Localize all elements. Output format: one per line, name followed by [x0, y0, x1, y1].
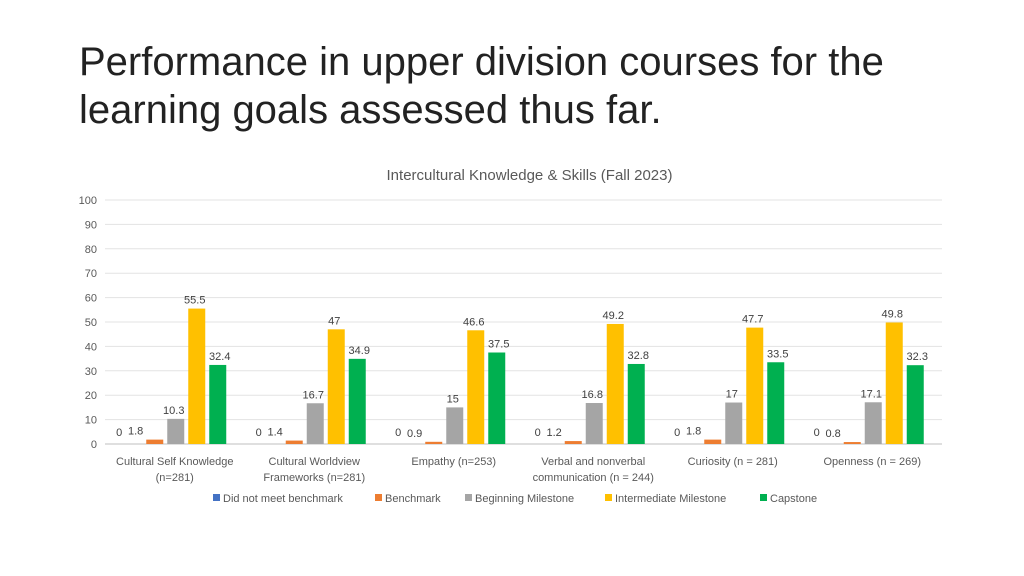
x-tick-label: (n=281)	[156, 472, 194, 484]
data-label: 32.4	[209, 351, 230, 363]
data-label: 47	[328, 315, 340, 327]
legend-entry: Did not meet benchmark	[223, 493, 343, 505]
legend-entry: Intermediate Milestone	[615, 493, 726, 505]
data-label: 17.1	[861, 388, 882, 400]
y-tick-label: 40	[85, 341, 97, 353]
data-label: 37.5	[488, 339, 509, 351]
bar	[885, 322, 903, 444]
bar	[767, 362, 785, 444]
bar	[606, 323, 624, 444]
bar	[167, 418, 185, 444]
y-tick-label: 20	[85, 390, 97, 402]
x-tick-label: Verbal and nonverbal	[541, 456, 645, 468]
data-label: 0.8	[825, 428, 840, 440]
y-tick-label: 60	[85, 293, 97, 305]
y-tick-label: 70	[85, 268, 97, 280]
bar	[864, 402, 882, 444]
data-label: 17	[726, 389, 738, 401]
legend-entry: Capstone	[770, 493, 817, 505]
data-label: 0	[256, 427, 262, 439]
data-label: 32.8	[628, 350, 649, 362]
x-tick-label: Cultural Worldview	[269, 456, 361, 468]
bar	[425, 441, 443, 444]
chart-title: Intercultural Knowledge & Skills (Fall 2…	[387, 167, 673, 184]
bar	[843, 442, 861, 444]
legend-swatch	[375, 494, 382, 501]
data-label: 1.2	[546, 427, 561, 439]
bar	[746, 327, 764, 444]
data-label: 0	[116, 427, 122, 439]
y-tick-label: 100	[79, 195, 97, 207]
slide-title: Performance in upper division courses fo…	[79, 40, 884, 132]
y-tick-label: 0	[91, 439, 97, 451]
data-label: 10.3	[163, 405, 184, 417]
legend-entry: Benchmark	[385, 493, 441, 505]
x-tick-label: communication (n = 244)	[533, 472, 654, 484]
bar	[146, 439, 164, 444]
x-tick-label: Cultural Self Knowledge	[116, 456, 233, 468]
legend-entry: Beginning Milestone	[475, 493, 574, 505]
data-label: 16.7	[303, 389, 324, 401]
bar	[488, 352, 506, 444]
data-label: 46.6	[463, 316, 484, 328]
bar	[327, 329, 345, 444]
bar	[467, 330, 485, 444]
bar	[627, 363, 645, 444]
bar	[564, 441, 582, 444]
bar	[285, 440, 303, 444]
data-label: 0.9	[407, 428, 422, 440]
data-label: 1.4	[267, 427, 282, 439]
bar	[906, 365, 924, 444]
y-tick-label: 80	[85, 244, 97, 256]
bar	[725, 402, 743, 444]
x-tick-label: Empathy (n=253)	[411, 456, 496, 468]
y-tick-label: 30	[85, 366, 97, 378]
bar	[704, 439, 722, 444]
data-label: 55.5	[184, 295, 205, 307]
x-tick-label: Curiosity (n = 281)	[688, 456, 778, 468]
data-label: 49.2	[603, 310, 624, 322]
bar	[188, 308, 206, 444]
legend-swatch	[213, 494, 220, 501]
data-label: 15	[447, 393, 459, 405]
data-label: 32.3	[907, 351, 928, 363]
data-label: 0	[395, 427, 401, 439]
bar	[306, 403, 324, 444]
legend-swatch	[605, 494, 612, 501]
bar	[348, 358, 366, 444]
bar	[209, 364, 227, 444]
y-tick-label: 10	[85, 415, 97, 427]
data-label: 34.9	[349, 345, 370, 357]
legend-swatch	[465, 494, 472, 501]
x-tick-label: Frameworks (n=281)	[263, 472, 365, 484]
data-label: 0	[535, 427, 541, 439]
data-label: 49.8	[882, 308, 903, 320]
y-tick-label: 90	[85, 219, 97, 231]
data-label: 0	[674, 427, 680, 439]
y-tick-label: 50	[85, 317, 97, 329]
data-label: 33.5	[767, 348, 788, 360]
data-label: 1.8	[128, 426, 143, 438]
data-label: 16.8	[582, 389, 603, 401]
bar	[446, 407, 464, 444]
legend-swatch	[760, 494, 767, 501]
x-tick-label: Openness (n = 269)	[823, 456, 921, 468]
data-label: 1.8	[686, 426, 701, 438]
data-label: 47.7	[742, 314, 763, 326]
data-label: 0	[814, 427, 820, 439]
bar	[585, 403, 603, 444]
